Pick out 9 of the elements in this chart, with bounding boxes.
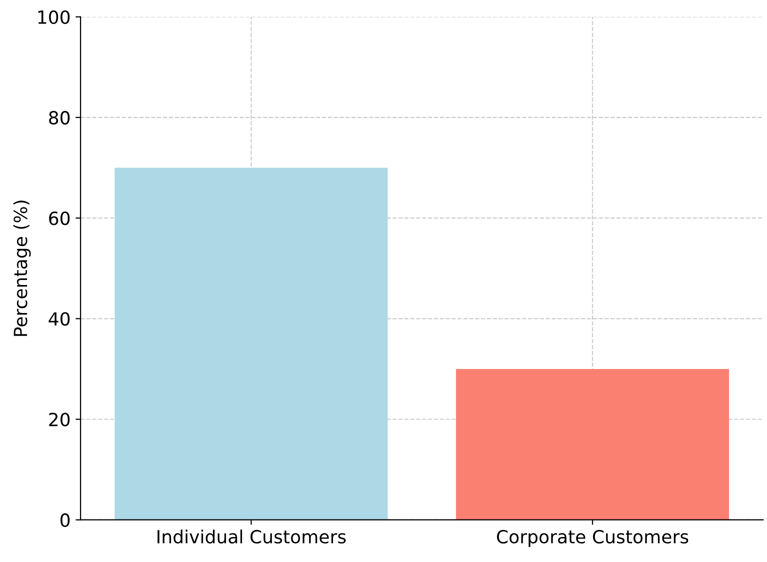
y-tick-label: 0 bbox=[60, 513, 70, 527]
y-tick-label: 60 bbox=[49, 212, 70, 226]
y-tick-label: 80 bbox=[49, 110, 70, 125]
x-tick-label: Corporate Customers bbox=[496, 530, 688, 548]
x-tick-label: Individual Customers bbox=[158, 530, 346, 544]
y-tick-label: 40 bbox=[48, 312, 70, 326]
y-axis-title: Percentage (%) bbox=[13, 200, 31, 336]
y-tick-label: 100 bbox=[38, 10, 70, 24]
y-tick-label: 20 bbox=[49, 412, 70, 426]
